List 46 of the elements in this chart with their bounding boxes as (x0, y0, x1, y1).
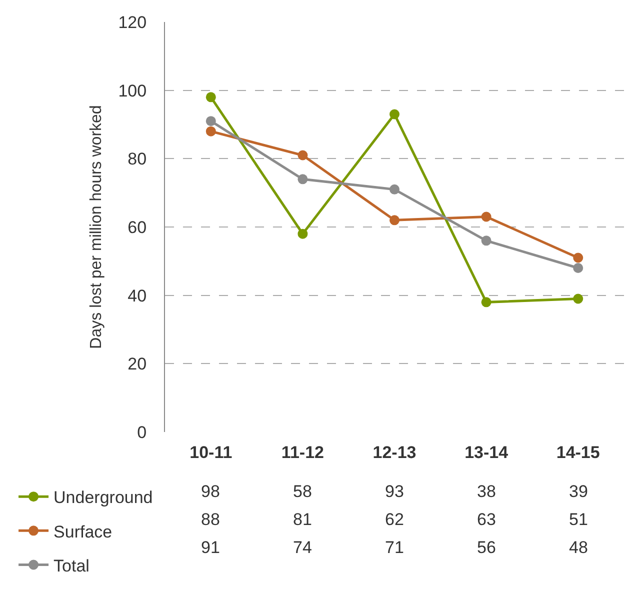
legend-label: Total (54, 556, 90, 576)
data-label: 51 (569, 510, 588, 529)
point (481, 297, 492, 308)
point (298, 150, 308, 160)
y-axis-title: Days lost per million hours worked (88, 105, 106, 349)
data-label: 58 (293, 482, 312, 501)
point (390, 109, 400, 120)
y-tick-label: 20 (128, 354, 147, 374)
y-tick-label: 80 (128, 150, 147, 169)
x-tick-label: 14-15 (556, 443, 600, 462)
data-label: 91 (201, 538, 220, 557)
point (390, 184, 400, 194)
data-label: 48 (569, 538, 588, 557)
data-label: 88 (201, 510, 220, 529)
y-tick-label: 100 (118, 81, 147, 100)
x-tick-label: 12-13 (372, 443, 416, 462)
point (573, 252, 584, 263)
data-label: 81 (293, 510, 312, 529)
y-tick-label: 40 (128, 286, 147, 306)
data-label: 38 (477, 482, 496, 501)
y-tick-label: 0 (137, 422, 147, 442)
y-tick-label: 120 (118, 12, 147, 32)
point (481, 212, 492, 222)
point (298, 174, 308, 184)
point (573, 263, 584, 273)
data-label: 56 (477, 538, 496, 557)
data-label: 93 (385, 482, 404, 501)
point (206, 116, 216, 126)
x-tick-label: 13-14 (464, 443, 509, 462)
point (206, 126, 216, 136)
x-tick-label: 11-12 (281, 443, 324, 462)
data-label: 39 (569, 482, 588, 501)
x-tick-label: 10-11 (190, 443, 232, 462)
y-tick-label: 60 (128, 218, 147, 237)
point (390, 215, 400, 226)
data-label: 63 (477, 510, 496, 529)
data-label: 98 (201, 482, 220, 501)
point (573, 294, 584, 304)
legend-label: Surface (54, 522, 112, 542)
point (206, 92, 216, 102)
point (298, 228, 308, 239)
data-label: 71 (385, 538, 404, 557)
legend-label: Underground (54, 488, 153, 508)
point (481, 236, 492, 246)
data-label: 62 (385, 510, 404, 529)
data-label: 74 (293, 538, 312, 557)
